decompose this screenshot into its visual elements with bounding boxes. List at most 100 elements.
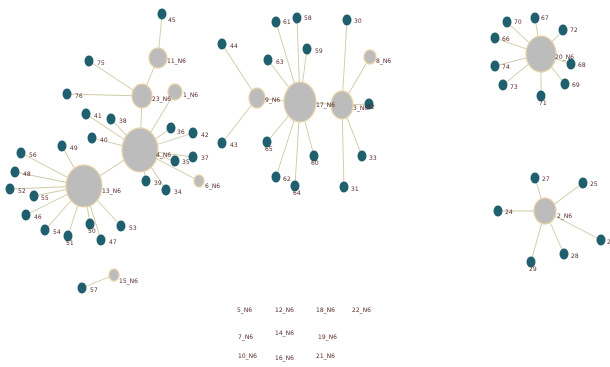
leaf-label-31: 31	[351, 186, 359, 193]
leaf-node-52[interactable]	[5, 183, 15, 195]
leaf-node-64[interactable]	[290, 180, 300, 192]
leaf-node-46[interactable]	[21, 209, 31, 221]
edge-h23-76	[66, 93, 143, 97]
leaf-node-51[interactable]	[63, 230, 73, 242]
leaf-node-38[interactable]	[106, 113, 116, 125]
leaf-node-42[interactable]	[188, 127, 198, 139]
hub-node-h6[interactable]	[193, 174, 205, 188]
hub-label-h2: 2_N6	[557, 213, 572, 220]
leaf-label-70: 70	[514, 19, 522, 26]
leaf-label-24: 24	[505, 209, 513, 216]
leaf-node-25[interactable]	[578, 177, 588, 189]
leaf-node-57[interactable]	[77, 282, 87, 294]
leaf-node-49[interactable]	[57, 140, 67, 152]
leaf-node-37[interactable]	[188, 151, 198, 163]
hub-node-h20[interactable]	[525, 35, 557, 73]
leaf-node-39[interactable]	[141, 175, 151, 187]
leaf-node-31[interactable]	[339, 181, 349, 193]
leaf-node-30[interactable]	[342, 14, 352, 26]
leaf-label-57: 57	[90, 287, 98, 294]
hub-node-h2[interactable]	[533, 197, 557, 225]
leaf-node-41[interactable]	[81, 108, 91, 120]
hub-node-h23[interactable]	[131, 83, 153, 109]
leaf-node-68[interactable]	[566, 58, 576, 70]
hub-label-h23: 23_N6	[152, 96, 171, 103]
leaf-label-51: 51	[66, 240, 74, 247]
leaf-node-63[interactable]	[263, 54, 273, 66]
leaf-node-55[interactable]	[29, 190, 39, 202]
leaf-node-71[interactable]	[536, 90, 546, 102]
hub-label-h6: 6_N6	[205, 183, 220, 190]
leaf-node-53[interactable]	[116, 220, 126, 232]
hub-node-h17[interactable]	[283, 81, 317, 123]
hub-node-h9[interactable]	[248, 87, 266, 109]
isolated-node-label-i7: 7_N6	[238, 334, 253, 341]
leaf-node-69[interactable]	[560, 78, 570, 90]
isolated-node-label-i14: 14_N6	[275, 330, 294, 337]
leaf-node-56[interactable]	[16, 147, 26, 159]
hub-node-h15[interactable]	[108, 268, 120, 282]
leaf-node-36[interactable]	[166, 122, 176, 134]
leaf-node-26[interactable]	[596, 234, 606, 246]
hub-node-h11[interactable]	[148, 47, 168, 69]
leaf-node-28[interactable]	[559, 248, 569, 260]
edge-h15-57	[81, 274, 115, 289]
leaf-node-27[interactable]	[530, 172, 540, 184]
hub-node-h1[interactable]	[167, 83, 183, 101]
leaf-node-47[interactable]	[96, 234, 106, 246]
leaf-label-71: 71	[539, 100, 547, 107]
leaf-node-73[interactable]	[498, 79, 508, 91]
leaf-node-74[interactable]	[490, 60, 500, 72]
leaf-node-32[interactable]	[364, 98, 374, 110]
leaf-label-47: 47	[109, 239, 117, 246]
leaf-node-44[interactable]	[217, 38, 227, 50]
leaf-label-58: 58	[304, 15, 312, 22]
leaf-label-61: 61	[283, 19, 291, 26]
isolated-node-label-i18: 18_N6	[316, 307, 335, 314]
leaf-node-76[interactable]	[62, 88, 72, 100]
leaf-label-36: 36	[177, 129, 185, 136]
leaf-node-65[interactable]	[262, 136, 272, 148]
leaf-label-67: 67	[541, 15, 549, 22]
leaf-node-34[interactable]	[161, 184, 171, 196]
leaf-node-40[interactable]	[87, 132, 97, 144]
leaf-label-40: 40	[100, 137, 108, 144]
leaf-node-35[interactable]	[170, 155, 180, 167]
leaf-node-62[interactable]	[271, 171, 281, 183]
leaf-label-25: 25	[590, 181, 598, 188]
leaf-label-34: 34	[174, 189, 182, 196]
leaf-node-50[interactable]	[85, 218, 95, 230]
leaf-node-33[interactable]	[357, 150, 367, 162]
leaf-label-50: 50	[88, 228, 96, 235]
leaf-node-61[interactable]	[271, 16, 281, 28]
leaf-node-48[interactable]	[10, 166, 20, 178]
leaf-node-72[interactable]	[558, 24, 568, 36]
leaf-label-59: 59	[315, 48, 323, 55]
leaf-label-54: 54	[53, 229, 61, 236]
hub-node-h4[interactable]	[121, 127, 159, 173]
hub-node-h13[interactable]	[65, 164, 103, 208]
leaf-node-59[interactable]	[302, 43, 312, 55]
leaf-node-60[interactable]	[309, 150, 319, 162]
hub-node-h8[interactable]	[363, 49, 377, 65]
leaf-node-75[interactable]	[84, 55, 94, 67]
hub-label-h17: 17_N6	[316, 102, 335, 109]
leaf-node-54[interactable]	[40, 224, 50, 236]
leaf-node-67[interactable]	[530, 12, 540, 24]
leaf-label-30: 30	[354, 18, 362, 25]
leaf-node-45[interactable]	[157, 8, 167, 20]
leaf-label-56: 56	[29, 152, 37, 159]
hub-node-h3[interactable]	[330, 90, 354, 120]
leaf-node-70[interactable]	[502, 16, 512, 28]
leaf-node-29[interactable]	[526, 256, 536, 268]
leaf-label-48: 48	[23, 171, 31, 178]
leaf-node-43[interactable]	[217, 137, 227, 149]
leaf-node-24[interactable]	[493, 205, 503, 217]
leaf-label-63: 63	[276, 59, 284, 66]
leaf-node-66[interactable]	[490, 32, 500, 44]
isolated-node-label-i10: 10_N6	[238, 353, 257, 360]
leaf-node-58[interactable]	[292, 12, 302, 24]
node-layer	[5, 8, 606, 294]
leaf-label-32: 32	[367, 104, 375, 111]
